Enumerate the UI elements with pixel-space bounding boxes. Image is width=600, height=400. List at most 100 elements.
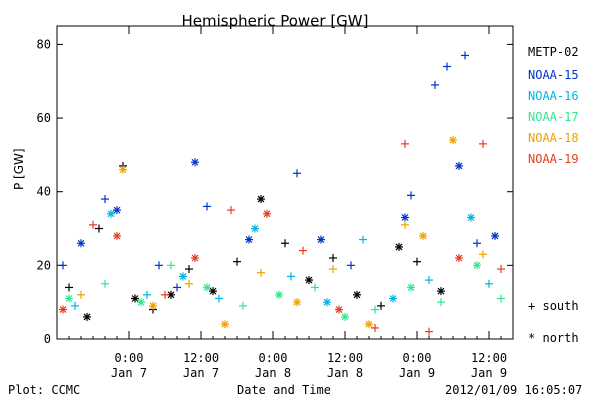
chart-title: Hemispheric Power [GW] — [181, 12, 369, 30]
point-noaa-18-north — [221, 320, 229, 329]
point-noaa-19-north — [263, 209, 271, 218]
point-noaa-18-north — [293, 298, 301, 307]
point-noaa-17-north — [275, 290, 283, 299]
point-noaa-19-south — [227, 206, 235, 215]
point-metp-02-south — [281, 239, 289, 248]
legend-item-noaa-15: NOAA-15 — [528, 68, 579, 82]
point-noaa-17-south — [371, 305, 379, 314]
point-metp-02-south — [95, 224, 103, 233]
point-noaa-18-north — [149, 301, 157, 310]
point-noaa-16-south — [485, 279, 493, 288]
point-noaa-17-south — [311, 283, 319, 292]
point-noaa-17-south — [167, 261, 175, 270]
point-noaa-18-south — [479, 250, 487, 259]
point-noaa-19-north — [191, 253, 199, 262]
point-noaa-16-north — [251, 224, 259, 233]
point-metp-02-south — [185, 265, 193, 274]
point-noaa-16-north — [389, 294, 397, 303]
point-metp-02-south — [377, 301, 385, 310]
point-noaa-15-south — [293, 169, 301, 178]
y-tick-label: 80 — [37, 37, 51, 51]
plot-frame — [56, 25, 514, 340]
x-tick-label-time: 0:00 — [259, 351, 288, 365]
x-tick-label-date: Jan 8 — [255, 366, 291, 380]
point-noaa-19-south — [161, 290, 169, 299]
point-metp-02-north — [83, 312, 91, 321]
point-noaa-15-north — [401, 213, 409, 222]
point-noaa-19-south — [497, 265, 505, 274]
x-tick-label-time: 12:00 — [327, 351, 363, 365]
point-noaa-18-north — [449, 136, 457, 145]
point-noaa-18-north — [119, 165, 127, 174]
point-noaa-19-north — [455, 253, 463, 262]
legend-item-noaa-18: NOAA-18 — [528, 131, 579, 145]
plot-timestamp: 2012/01/09 16:05:07 — [445, 383, 583, 397]
point-noaa-16-south — [359, 235, 367, 244]
x-tick-label-date: Jan 9 — [471, 366, 507, 380]
point-noaa-17-north — [341, 312, 349, 321]
point-noaa-15-north — [317, 235, 325, 244]
x-tick-label-date: Jan 8 — [327, 366, 363, 380]
point-noaa-16-south — [71, 301, 79, 310]
point-noaa-15-south — [461, 51, 469, 60]
point-noaa-15-north — [455, 161, 463, 170]
y-tick-label: 20 — [37, 258, 51, 272]
data-points — [59, 51, 505, 336]
point-noaa-17-north — [203, 283, 211, 292]
point-noaa-19-south — [89, 220, 97, 229]
point-noaa-15-south — [101, 195, 109, 204]
point-noaa-16-north — [323, 298, 331, 307]
point-noaa-17-south — [497, 294, 505, 303]
point-noaa-17-south — [101, 279, 109, 288]
point-noaa-15-south — [155, 261, 163, 270]
point-noaa-19-south — [401, 139, 409, 148]
point-noaa-19-south — [299, 246, 307, 255]
x-tick-label-time: 0:00 — [403, 351, 432, 365]
point-noaa-17-north — [407, 283, 415, 292]
point-noaa-15-south — [347, 261, 355, 270]
point-metp-02-north — [395, 242, 403, 251]
y-tick-label: 40 — [37, 185, 51, 199]
legend-item-noaa-19: NOAA-19 — [528, 152, 579, 166]
point-metp-02-north — [209, 287, 217, 296]
point-noaa-16-south — [287, 272, 295, 281]
point-noaa-15-north — [77, 239, 85, 248]
point-noaa-18-north — [419, 231, 427, 240]
point-noaa-18-south — [329, 265, 337, 274]
point-metp-02-south — [233, 257, 241, 266]
point-metp-02-north — [353, 290, 361, 299]
point-noaa-16-south — [215, 294, 223, 303]
point-noaa-16-north — [467, 213, 475, 222]
legend-item-noaa-17: NOAA-17 — [528, 110, 579, 124]
marker-legend-north-symbol: * — [528, 331, 536, 345]
y-axis-label: P [GW] — [12, 148, 26, 190]
point-metp-02-south — [329, 253, 337, 262]
point-noaa-17-south — [437, 298, 445, 307]
legend-item-metp-02: METP-02 — [528, 45, 579, 59]
point-noaa-17-north — [137, 298, 145, 307]
point-noaa-18-south — [401, 220, 409, 229]
point-noaa-19-south — [371, 323, 379, 332]
plot-credit: Plot: CCMC — [8, 383, 81, 397]
point-noaa-17-north — [473, 261, 481, 270]
point-noaa-19-south — [425, 327, 433, 336]
point-noaa-16-south — [143, 290, 151, 299]
marker-legend-north-label: north — [542, 331, 579, 345]
point-metp-02-north — [305, 276, 313, 285]
marker-legend-south: + south — [528, 299, 579, 313]
marker-legend-north: * north — [528, 331, 579, 345]
point-noaa-19-north — [59, 305, 67, 314]
legend-item-noaa-16: NOAA-16 — [528, 89, 579, 103]
point-noaa-18-south — [77, 290, 85, 299]
point-noaa-15-north — [245, 235, 253, 244]
point-noaa-19-south — [479, 139, 487, 148]
point-noaa-16-south — [425, 276, 433, 285]
point-noaa-17-south — [239, 301, 247, 310]
y-tick-label: 60 — [37, 111, 51, 125]
point-noaa-15-south — [59, 261, 67, 270]
point-noaa-15-south — [203, 202, 211, 211]
point-metp-02-south — [413, 257, 421, 266]
x-tick-label-time: 12:00 — [471, 351, 507, 365]
